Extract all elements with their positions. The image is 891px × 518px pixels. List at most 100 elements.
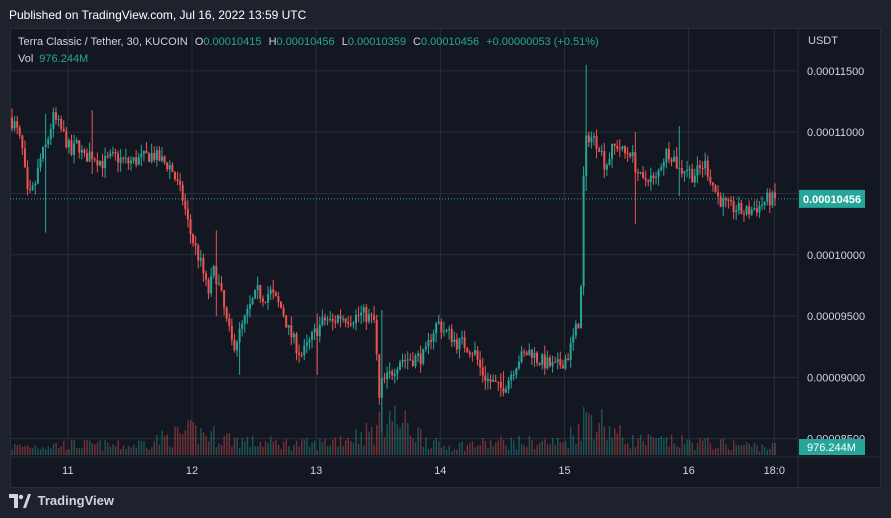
volume-bar	[518, 435, 520, 455]
volume-bar	[295, 440, 298, 455]
volume-bar	[681, 435, 683, 455]
candle-body	[657, 170, 660, 177]
candle-body	[724, 198, 727, 201]
volume-bar	[143, 441, 145, 455]
candle-body	[184, 200, 187, 209]
candle-body	[75, 140, 78, 144]
high-value: 0.00010456	[276, 36, 335, 48]
candle-body	[181, 184, 184, 201]
candle-body	[388, 371, 391, 374]
volume-bar	[65, 449, 68, 455]
candle-body	[590, 137, 593, 143]
candle-body	[282, 307, 285, 316]
candle-body	[233, 339, 236, 351]
volume-bar	[239, 448, 241, 455]
volume-bar	[474, 447, 476, 455]
volume-bar	[407, 422, 409, 455]
candle-body	[91, 151, 94, 160]
candle-body	[267, 294, 270, 303]
volume-bar	[275, 440, 277, 455]
candle-body	[220, 283, 223, 291]
volume-bar	[523, 445, 525, 455]
candlestick-chart[interactable]: USDT 0.000115000.000110000.000105000.000…	[10, 28, 881, 488]
price-axis: 0.000115000.000110000.000105000.00010000…	[807, 66, 865, 446]
volume-bar	[500, 436, 502, 455]
candle-body	[745, 206, 748, 214]
candle-body	[279, 302, 282, 308]
volume-bar	[298, 446, 300, 455]
candle-body	[585, 135, 588, 176]
volume-bar	[727, 448, 730, 455]
volume-bar	[308, 446, 311, 455]
candle-body	[711, 182, 714, 186]
volume-bar	[440, 447, 443, 455]
volume-bar	[507, 449, 510, 455]
candle-body	[510, 374, 513, 381]
volume-bar	[427, 448, 430, 455]
tradingview-footer[interactable]: TradingView	[9, 492, 114, 512]
candle-body	[533, 352, 536, 358]
candle-body	[331, 318, 334, 322]
candle-body	[111, 152, 114, 154]
volume-bar	[174, 426, 176, 455]
volume-bar	[96, 442, 99, 455]
volume-bar	[751, 446, 753, 455]
volume-bar	[135, 447, 137, 455]
volume-bar	[572, 435, 575, 455]
volume-bar	[32, 448, 34, 455]
volume-bar	[476, 445, 479, 455]
volume-bar	[774, 442, 776, 455]
volume-bar	[624, 444, 626, 455]
volume-bar	[334, 437, 337, 455]
volume-bar	[660, 436, 662, 455]
candle-body	[393, 374, 396, 376]
close-value: 0.00010456	[420, 36, 480, 48]
volume-bar	[583, 407, 585, 455]
volume-bar	[324, 438, 326, 455]
candle-body	[422, 349, 425, 364]
volume-bar	[492, 446, 494, 455]
candle-body	[649, 175, 652, 182]
candle-body	[29, 188, 32, 190]
volume-bar	[195, 425, 197, 455]
volume-bar	[598, 423, 600, 455]
volume-bar	[471, 441, 474, 455]
volume-bar	[117, 440, 119, 455]
candle-body	[618, 148, 621, 150]
candle-body	[432, 333, 435, 342]
volume-bar	[171, 447, 174, 455]
volume-bar	[223, 435, 225, 455]
candle-body	[194, 243, 197, 246]
candle-body	[391, 371, 394, 376]
volume-bar	[391, 421, 394, 455]
volume-bar	[99, 440, 101, 455]
candle-body	[161, 156, 164, 161]
candle-body	[453, 339, 456, 343]
candle-body	[683, 171, 686, 174]
volume-bar	[231, 446, 233, 455]
volume-bar	[676, 446, 678, 455]
candle-body	[517, 361, 520, 369]
low-label: L	[341, 36, 348, 48]
volume-bar	[691, 443, 694, 455]
candle-body	[763, 201, 766, 206]
candle-body	[334, 321, 337, 323]
candle-body	[505, 389, 508, 393]
price-tick-label: 0.00009000	[807, 372, 865, 384]
volume-bar	[422, 446, 425, 455]
volume-bar	[510, 437, 512, 455]
volume-bar	[652, 437, 655, 455]
volume-bar	[544, 439, 546, 455]
candle-body	[481, 367, 484, 376]
volume-bar	[249, 446, 251, 455]
volume-bar	[140, 440, 143, 455]
candle-body	[567, 358, 570, 360]
candle-body	[580, 286, 583, 329]
volume-bar	[83, 440, 86, 455]
volume-bar	[368, 431, 370, 455]
candle-body	[109, 153, 112, 157]
volume-bar	[57, 448, 60, 455]
candle-body	[217, 283, 220, 285]
candle-body	[243, 315, 246, 324]
volume-bar	[464, 451, 466, 455]
